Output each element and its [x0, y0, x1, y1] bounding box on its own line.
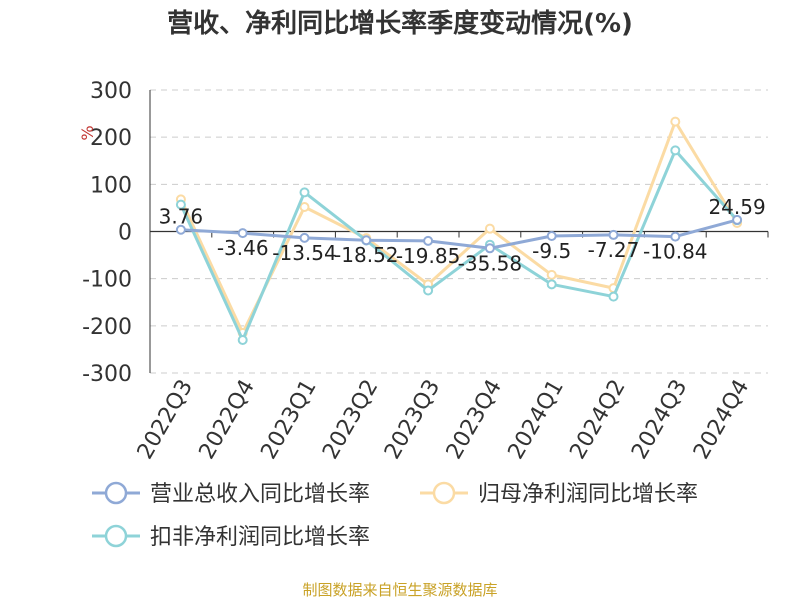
data-point	[299, 201, 310, 212]
data-label: -9.5	[532, 239, 571, 263]
y-tick-label: 0	[118, 221, 132, 246]
data-label: 3.76	[159, 205, 204, 229]
axes: 3002001000-100-200-300%2022Q32022Q42023Q…	[78, 79, 769, 464]
data-label: -18.52	[334, 243, 398, 267]
data-point	[175, 199, 186, 210]
legend-marker	[432, 481, 456, 505]
legend-marker	[104, 481, 128, 505]
data-label: -3.46	[217, 236, 269, 260]
data-point	[423, 285, 434, 296]
x-tick-label: 2023Q2	[318, 376, 383, 464]
data-point	[423, 235, 434, 246]
data-point	[608, 229, 619, 240]
x-tick-label: 2024Q4	[689, 376, 754, 464]
data-point	[237, 228, 248, 239]
grid-lines	[150, 89, 768, 374]
data-point	[484, 243, 495, 254]
data-point	[546, 230, 557, 241]
data-label: -7.27	[588, 238, 640, 262]
chart-title: 营收、净利同比增长率季度变动情况(%)	[167, 8, 633, 39]
data-label: -13.54	[272, 241, 336, 265]
x-tick-label: 2023Q1	[256, 376, 321, 464]
y-axis-unit: %	[78, 125, 97, 140]
y-tick-label: -200	[82, 315, 132, 340]
source-note: 制图数据来自恒生聚源数据库	[302, 581, 497, 599]
data-point	[670, 116, 681, 127]
legend-label: 营业总收入同比增长率	[150, 482, 370, 507]
y-tick-label: 200	[90, 126, 132, 151]
legend-marker	[104, 524, 128, 548]
series-line	[179, 148, 739, 342]
data-point	[670, 231, 681, 242]
y-tick-label: -300	[82, 362, 132, 387]
data-point	[670, 145, 681, 156]
data-point	[299, 187, 310, 198]
data-point	[361, 235, 372, 246]
data-labels: 3.76 -3.46 -13.54-18.52-19.85-35.58 -9.5 -7.…	[159, 195, 766, 275]
series-lines	[175, 116, 743, 345]
data-point	[546, 279, 557, 290]
y-tick-label: 100	[90, 173, 132, 198]
legend-label: 归母净利润同比增长率	[478, 482, 698, 507]
series-line	[180, 218, 738, 250]
x-tick-label: 2023Q4	[442, 376, 507, 464]
x-tick-label: 2024Q1	[504, 376, 569, 464]
data-label: -35.58	[458, 251, 522, 275]
data-point	[299, 232, 310, 243]
data-point	[237, 334, 248, 345]
x-tick-label: 2024Q2	[565, 376, 630, 464]
legend-label: 扣非净利润同比增长率	[150, 525, 370, 550]
data-point	[484, 223, 495, 234]
x-tick-label: 2023Q3	[380, 376, 445, 464]
data-point	[175, 224, 186, 235]
y-tick-label: -100	[82, 268, 132, 293]
x-tick-label: 2022Q4	[195, 376, 260, 464]
x-tick-label: 2024Q3	[627, 376, 692, 464]
data-point	[732, 214, 743, 225]
data-point	[608, 291, 619, 302]
x-tick-label: 2022Q3	[133, 376, 198, 464]
y-tick-label: 300	[90, 79, 132, 104]
series-line	[179, 120, 739, 335]
data-point	[546, 269, 557, 280]
data-label: -19.85	[396, 244, 460, 268]
data-label: 24.59	[708, 195, 765, 219]
data-label: -10.84	[643, 240, 707, 264]
